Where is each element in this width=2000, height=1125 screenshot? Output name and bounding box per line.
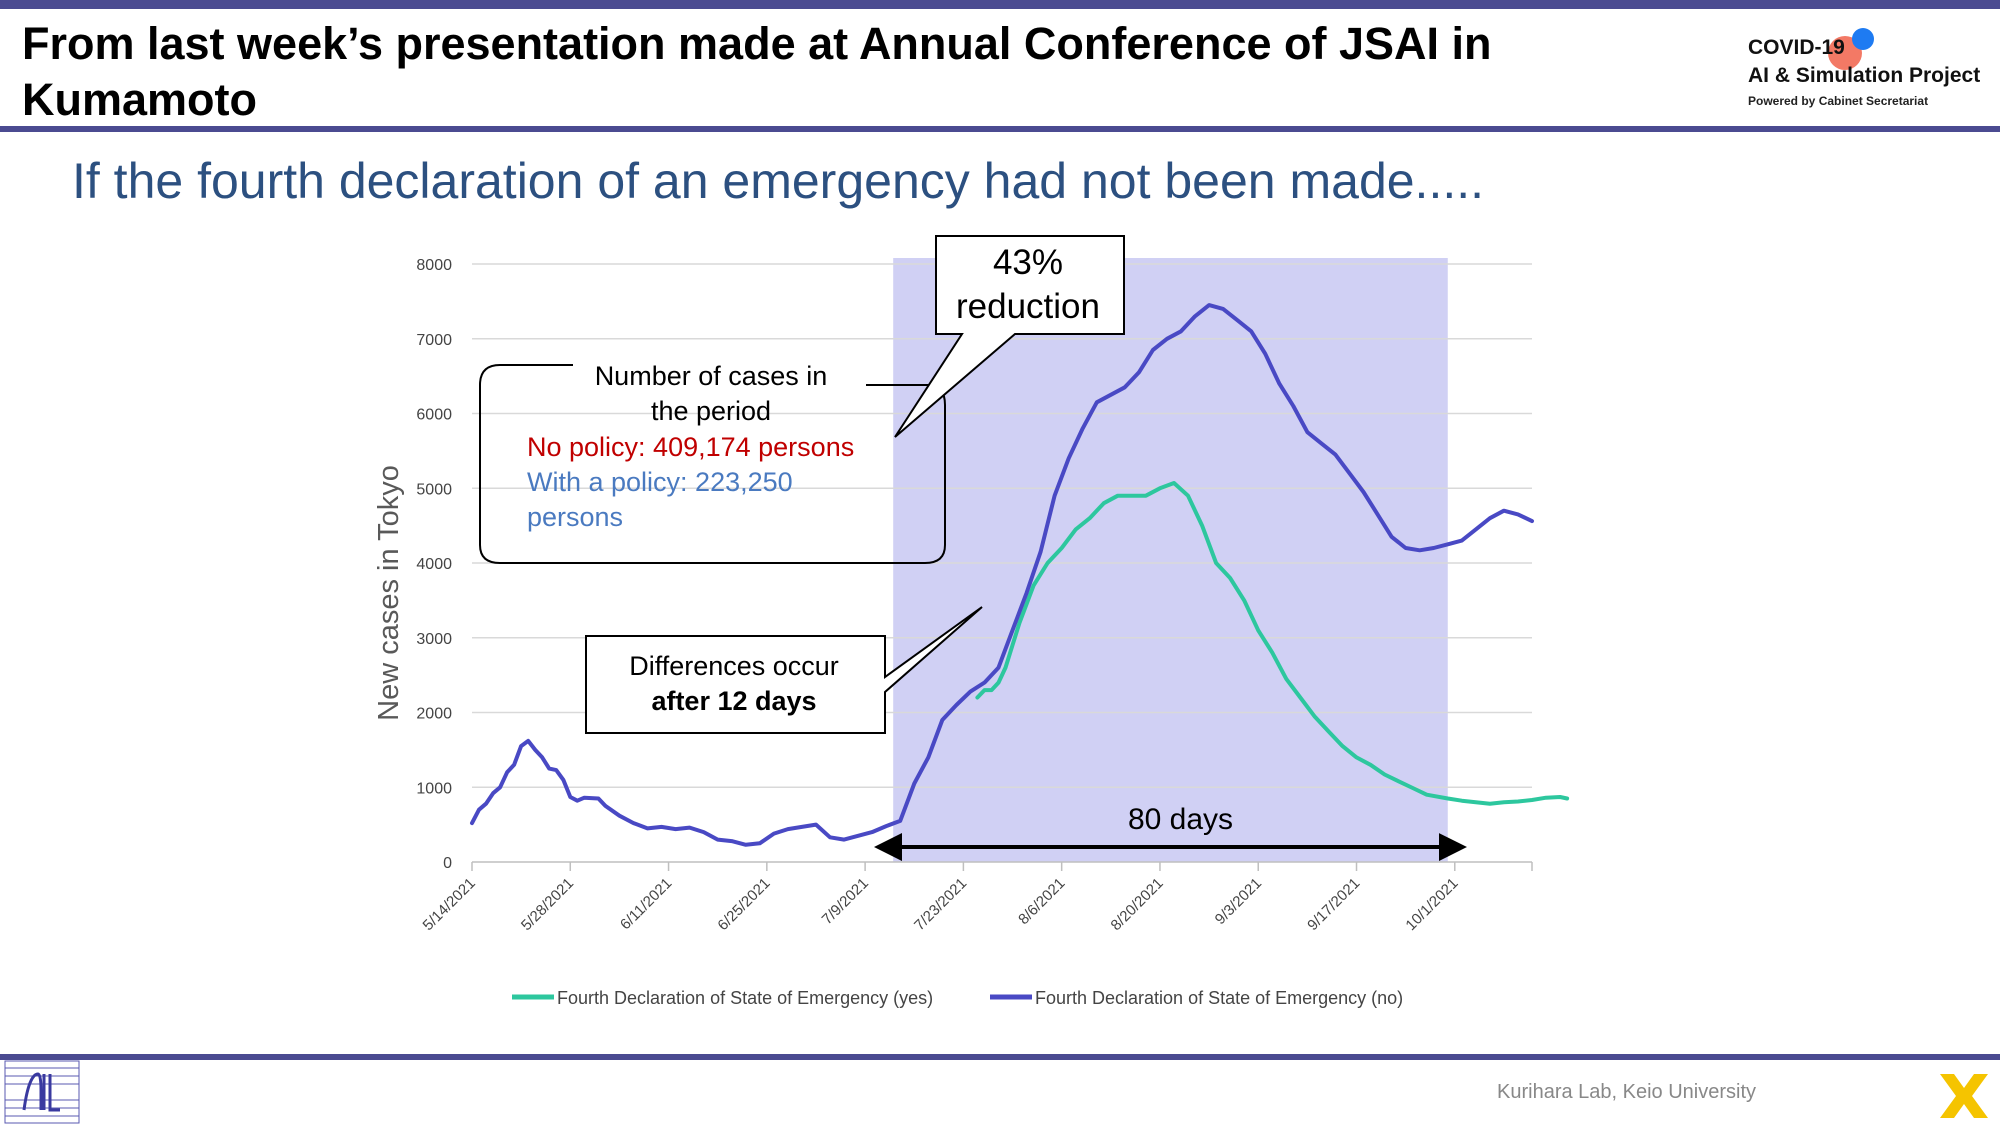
- y-tick-label: 5000: [416, 481, 452, 498]
- x-tick-label: 6/25/2021: [714, 875, 773, 934]
- x-tick-label: 5/14/2021: [420, 875, 479, 934]
- top-accent-bar: [0, 0, 2000, 9]
- page-title: From last week’s presentation made at An…: [22, 18, 1492, 125]
- lab-logo-icon: [4, 1060, 80, 1124]
- x-tick-label: 10/1/2021: [1402, 875, 1461, 934]
- logo-line-1: COVID-19: [1748, 36, 1845, 59]
- x-tick-label: 5/28/2021: [518, 875, 577, 934]
- reduction-label: reduction: [956, 287, 1100, 326]
- y-tick-label: 0: [443, 855, 452, 872]
- callout-title-line2: the period: [651, 396, 771, 426]
- footer-divider: [0, 1054, 2000, 1060]
- chart-legend: Fourth Declaration of State of Emergency…: [512, 988, 1403, 1008]
- y-axis-label: New cases in Tokyo: [373, 465, 405, 721]
- differences-line2: after 12 days: [651, 686, 816, 716]
- legend-label-yes: Fourth Declaration of State of Emergency…: [557, 988, 933, 1008]
- y-axis-ticks: 0 1000 2000 3000 4000 5000 6000 7000 8000: [416, 257, 452, 872]
- x-tick-label: 8/20/2021: [1108, 875, 1167, 934]
- y-tick-label: 2000: [416, 706, 452, 723]
- series-line-yes: [975, 481, 1570, 806]
- slide-subtitle: If the fourth declaration of an emergenc…: [72, 153, 1485, 209]
- y-tick-label: 6000: [416, 407, 452, 424]
- y-tick-label: 7000: [416, 332, 452, 349]
- no-policy-count: No policy: 409,174 persons: [527, 432, 854, 462]
- reduction-callout: 43% reduction: [894, 235, 1125, 438]
- differences-line1: Differences occur: [629, 651, 839, 681]
- legend-label-no: Fourth Declaration of State of Emergency…: [1035, 988, 1403, 1008]
- x-tick-label: 9/3/2021: [1212, 875, 1265, 928]
- with-policy-count-unit: persons: [527, 502, 623, 532]
- project-logo: COVID-19 AI & Simulation Project Powered…: [1748, 24, 1988, 114]
- callout-title-line1: Number of cases in: [595, 361, 828, 391]
- y-tick-label: 8000: [416, 257, 452, 274]
- footer-credit: Kurihara Lab, Keio University: [1497, 1081, 1757, 1103]
- differences-callout: Differences occur after 12 days: [585, 606, 983, 734]
- y-tick-label: 3000: [416, 631, 452, 648]
- cases-callout: Number of cases in the period No policy:…: [479, 361, 946, 564]
- x-tick-label: 6/11/2021: [617, 875, 675, 933]
- with-policy-count: With a policy: 223,250: [527, 467, 793, 497]
- logo-line-2: AI & Simulation Project: [1748, 64, 1981, 87]
- x-tick-label: 8/6/2021: [1015, 875, 1068, 928]
- logo-line-3: Powered by Cabinet Secretariat: [1748, 94, 1929, 108]
- series-line-no: [470, 303, 1534, 847]
- y-tick-label: 4000: [416, 556, 452, 573]
- cases-line-chart: 0 1000 2000 3000 4000 5000 6000 7000 8000 5/14/2…: [373, 235, 1570, 1008]
- chart-series: [470, 303, 1570, 847]
- title-divider: [0, 126, 2000, 132]
- y-tick-label: 1000: [416, 780, 452, 797]
- period-label: 80 days: [1128, 803, 1233, 836]
- x-tick-label: 7/9/2021: [819, 875, 872, 928]
- x-tick-label: 9/17/2021: [1304, 875, 1363, 934]
- logo-blue-dot: [1852, 28, 1874, 50]
- keio-x-logo-icon: [1940, 1074, 1988, 1118]
- reduction-value: 43%: [993, 243, 1063, 282]
- x-axis-ticks: 5/14/2021 5/28/2021 6/11/2021 6/25/2021 7/9/…: [420, 862, 1533, 934]
- x-tick-label: 7/23/2021: [911, 875, 970, 934]
